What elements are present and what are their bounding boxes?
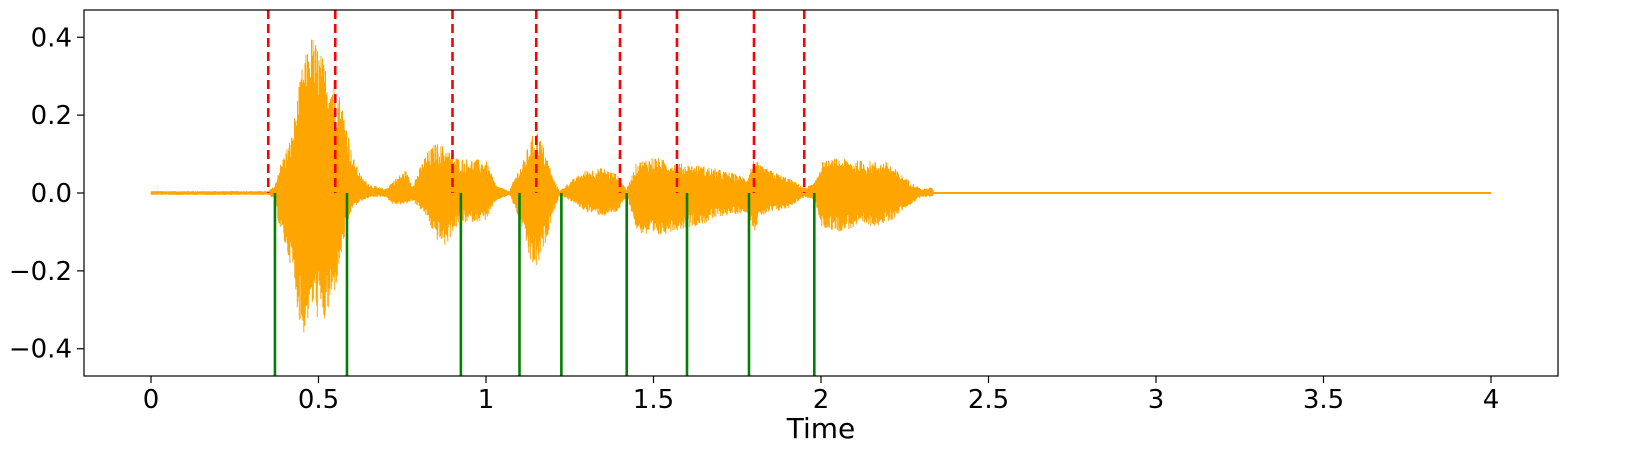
y-tick-label-4: −0.4 <box>9 335 72 365</box>
x-tick-label-3: 1.5 <box>633 385 674 415</box>
x-tick-label-2: 1 <box>478 385 495 415</box>
x-tick-label-5: 2.5 <box>968 385 1009 415</box>
x-tick-label-8: 4 <box>1483 385 1500 415</box>
y-tick-label-1: 0.2 <box>31 101 72 131</box>
x-axis-label: Time <box>786 412 856 445</box>
plot-layer <box>150 10 1491 376</box>
x-tick-label-4: 2 <box>813 385 830 415</box>
axis-layer: 0 0.5 1 1.5 2 2.5 3 3.5 4 0.4 0.2 0.0 −0.2 −0.4 <box>9 23 1499 415</box>
y-tick-label-3: −0.2 <box>9 257 72 287</box>
y-tick-label-2: 0.0 <box>31 179 72 209</box>
x-tick-label-7: 3.5 <box>1303 385 1344 415</box>
x-tick-label-1: 0.5 <box>298 385 339 415</box>
y-tick-label-0: 0.4 <box>31 23 72 53</box>
x-tick-label-6: 3 <box>1148 385 1165 415</box>
x-tick-label-0: 0 <box>143 385 160 415</box>
